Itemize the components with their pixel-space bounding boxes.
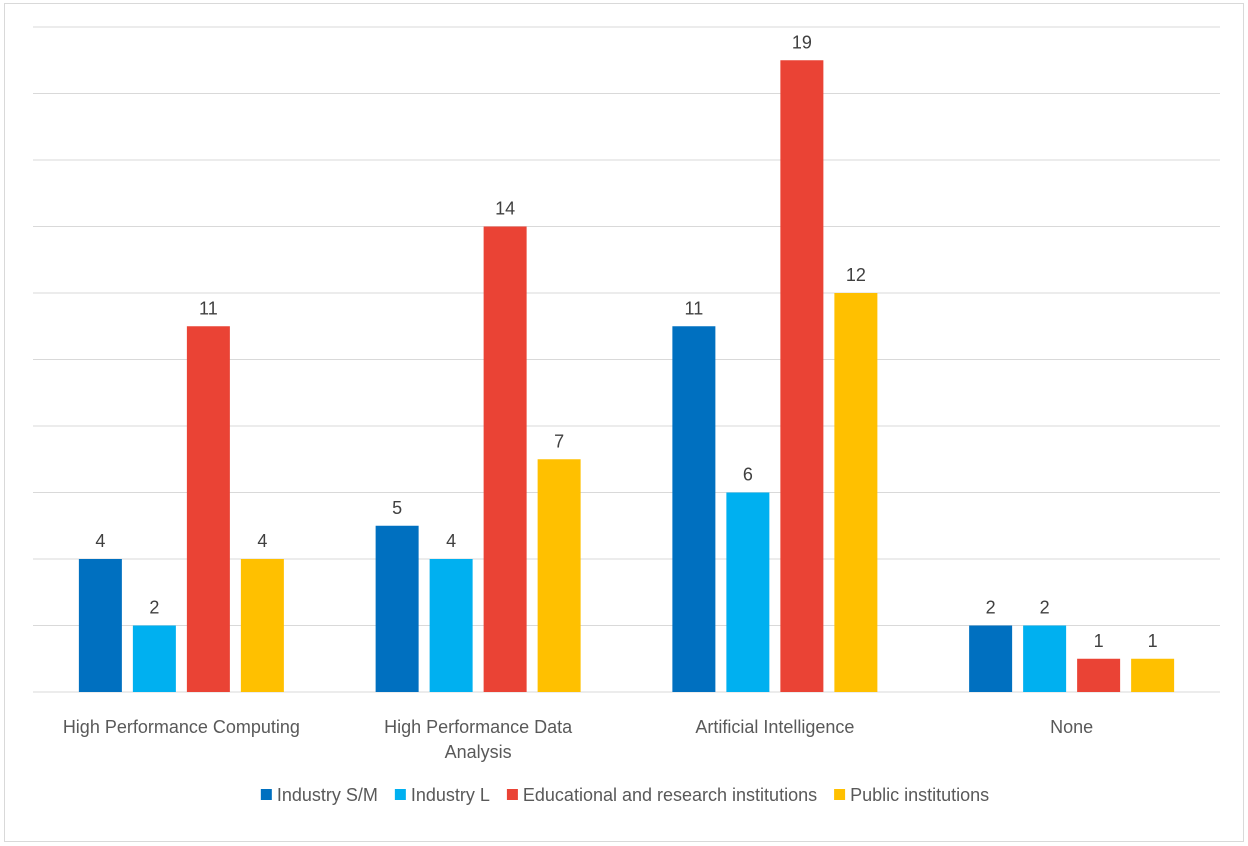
- bar: [780, 60, 824, 692]
- legend-swatch: [834, 789, 846, 800]
- bar: [186, 326, 230, 692]
- legend: Industry S/M Industry L Educational and re…: [260, 785, 989, 805]
- bar: [1131, 658, 1175, 692]
- bar: [240, 559, 284, 692]
- legend-item: Industry S/M: [260, 785, 378, 805]
- chart-frame: 4 2 11 4 5 4 14 7 11 6 19 12 2 2 1 1 High Performance C…: [4, 3, 1244, 842]
- x-tick-label: High Performance Data Analysis: [384, 717, 573, 762]
- legend-swatch: [394, 789, 406, 800]
- legend-label: Industry S/M: [277, 785, 378, 805]
- data-label: 14: [495, 199, 515, 219]
- data-label: 4: [446, 531, 456, 551]
- x-tick-label: Artificial Intelligence: [695, 717, 854, 737]
- x-tick-label: High Performance Computing: [63, 717, 300, 737]
- data-label: 1: [1094, 631, 1104, 651]
- data-label: 1: [1148, 631, 1158, 651]
- legend-item: Industry L: [394, 785, 490, 805]
- bar: [834, 293, 878, 692]
- data-label: 12: [846, 265, 866, 285]
- x-tick-label: None: [1050, 717, 1093, 737]
- legend-item: Public institutions: [834, 785, 989, 805]
- gridlines: [33, 26, 1220, 693]
- bar: [78, 559, 122, 692]
- legend-label: Public institutions: [850, 785, 989, 805]
- bar: [1077, 658, 1121, 692]
- data-label: 6: [743, 465, 753, 485]
- data-label: 7: [554, 431, 564, 451]
- data-label: 4: [95, 531, 105, 551]
- bar: [1023, 625, 1067, 692]
- data-label: 2: [986, 598, 996, 618]
- bar: [429, 559, 473, 692]
- data-label: 2: [1040, 598, 1050, 618]
- bar: [726, 492, 770, 692]
- bar: [132, 625, 176, 692]
- x-axis: High Performance Computing High Performan…: [63, 717, 1093, 762]
- legend-swatch: [260, 789, 272, 800]
- data-label: 19: [792, 32, 812, 52]
- legend-label: Educational and research institutions: [523, 785, 817, 805]
- bar: [483, 226, 527, 692]
- bar: [537, 459, 581, 692]
- bar: [969, 625, 1013, 692]
- data-label: 4: [257, 531, 267, 551]
- legend-label: Industry L: [411, 785, 490, 805]
- legend-item: Educational and research institutions: [506, 785, 817, 805]
- bars: [78, 60, 1175, 692]
- bar: [672, 326, 716, 692]
- bar: [375, 525, 419, 692]
- data-label: 11: [199, 298, 218, 318]
- data-label: 11: [685, 298, 704, 318]
- data-label: 5: [392, 498, 402, 518]
- legend-swatch: [506, 789, 518, 800]
- data-label: 2: [149, 598, 159, 618]
